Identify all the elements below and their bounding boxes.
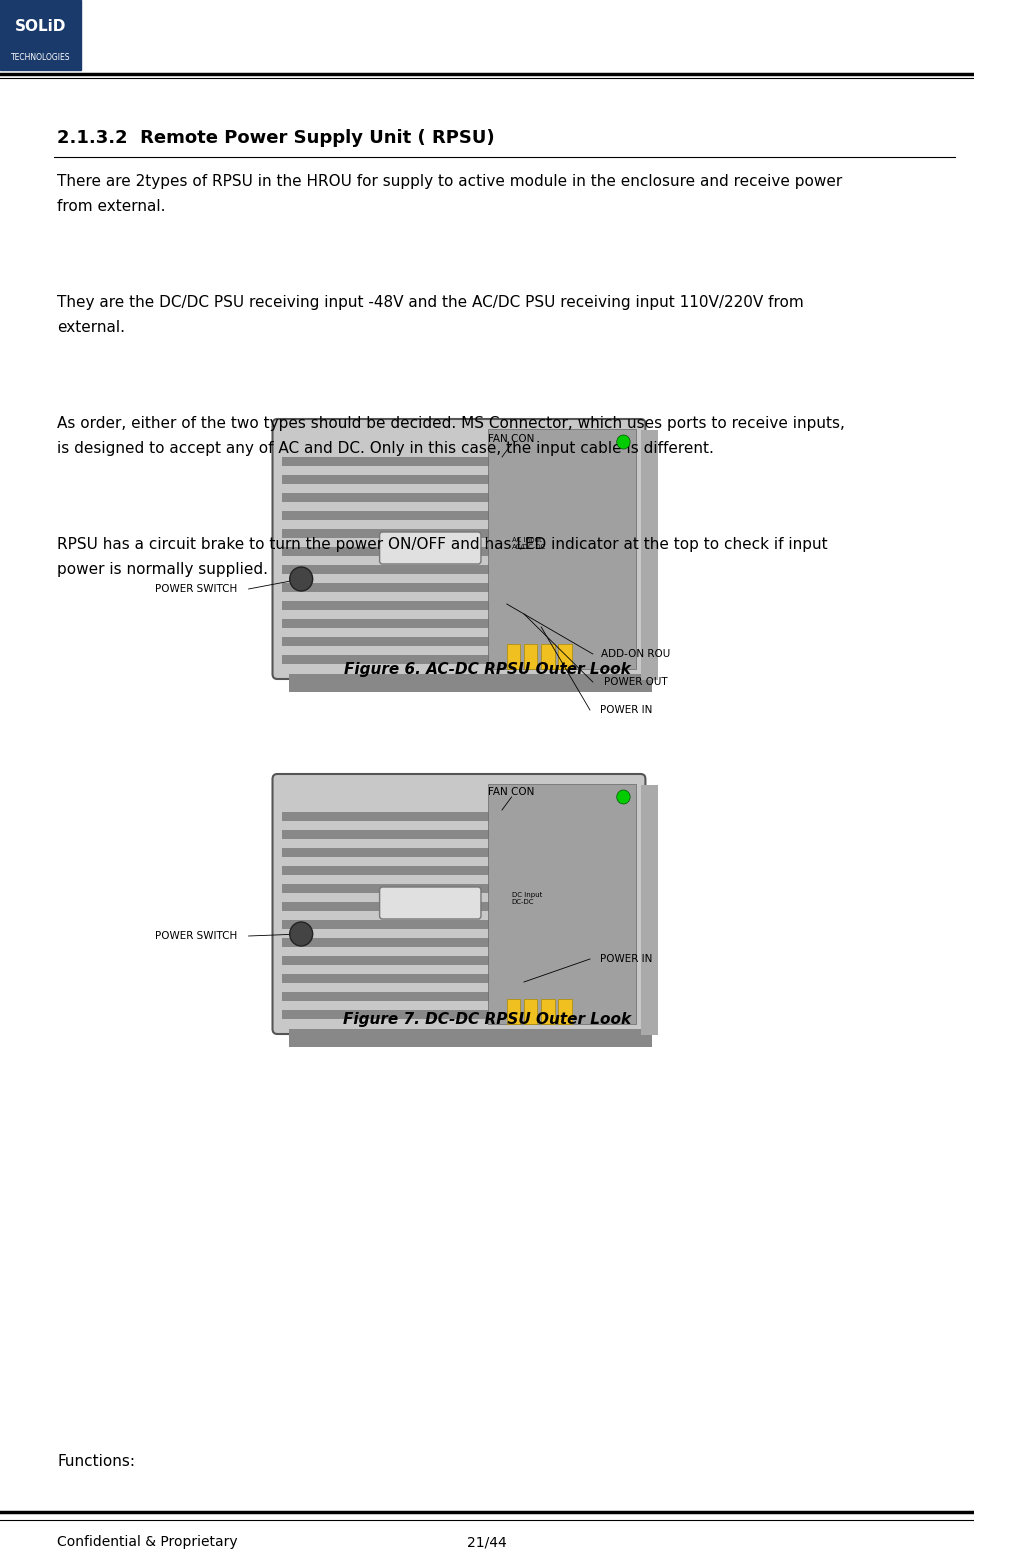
Bar [641,430,658,680]
Bar [524,999,537,1024]
Bar [282,830,492,838]
Bar [288,674,652,691]
Text: Functions:: Functions: [57,1455,136,1469]
Bar [282,583,492,593]
Bar [282,902,492,910]
Text: RPSU has a circuit brake to turn the power ON/OFF and has LED indicator at the t: RPSU has a circuit brake to turn the pow… [57,536,828,577]
Text: POWER OUT: POWER OUT [604,677,667,687]
Bar [524,644,537,669]
Bar [282,493,492,502]
Bar [282,619,492,629]
Bar [282,457,492,466]
FancyBboxPatch shape [272,774,645,1034]
FancyBboxPatch shape [380,887,481,920]
Bar [558,644,572,669]
Text: AC Input
AC/DC-DC: AC Input AC/DC-DC [512,538,546,551]
Text: SOLiD: SOLiD [15,19,66,34]
Bar [282,511,492,519]
Bar [282,565,492,574]
Text: POWER SWITCH: POWER SWITCH [155,931,237,942]
Circle shape [289,568,313,591]
Bar [282,992,492,1001]
Circle shape [616,790,630,804]
Text: POWER IN: POWER IN [600,954,652,963]
Text: TECHNOLOGIES: TECHNOLOGIES [11,53,70,63]
Text: As order, either of the two types should be decided. MS Connector, which uses po: As order, either of the two types should… [57,416,845,455]
Bar [488,429,636,669]
Text: 21/44: 21/44 [468,1534,507,1548]
Text: FAN CON: FAN CON [488,787,535,798]
Text: FAN CON: FAN CON [488,433,535,444]
Bar [282,475,492,483]
Text: Confidential & Proprietary: Confidential & Proprietary [57,1534,238,1548]
Text: DC Input
DC-DC: DC Input DC-DC [512,893,542,906]
Text: There are 2types of RPSU in the HROU for supply to active module in the enclosur: There are 2types of RPSU in the HROU for… [57,174,843,214]
Text: Figure 7. DC-DC RPSU Outer Look: Figure 7. DC-DC RPSU Outer Look [343,1012,631,1028]
Bar [282,529,492,538]
Bar [282,884,492,893]
Text: ADD-ON ROU: ADD-ON ROU [601,649,671,658]
Bar [282,1010,492,1020]
Bar [282,920,492,929]
Bar [282,866,492,874]
Bar [282,655,492,665]
Text: POWER IN: POWER IN [600,705,652,715]
Bar [288,1029,652,1046]
Text: POWER SWITCH: POWER SWITCH [155,583,237,594]
FancyBboxPatch shape [272,419,645,679]
Bar [0,0,82,70]
Bar [558,999,572,1024]
Bar [506,644,520,669]
Bar [282,601,492,610]
Text: Figure 6. AC-DC RPSU Outer Look: Figure 6. AC-DC RPSU Outer Look [343,662,631,677]
Circle shape [289,923,313,946]
Bar [488,784,636,1024]
Bar [541,999,554,1024]
Bar [282,637,492,646]
FancyBboxPatch shape [380,532,481,565]
Text: 2.1.3.2  Remote Power Supply Unit ( RPSU): 2.1.3.2 Remote Power Supply Unit ( RPSU) [57,128,495,147]
Bar [282,547,492,555]
Bar [282,812,492,821]
Bar [641,785,658,1035]
Bar [282,956,492,965]
Text: They are the DC/DC PSU receiving input -48V and the AC/DC PSU receiving input 11: They are the DC/DC PSU receiving input -… [57,296,804,335]
Bar [541,644,554,669]
Circle shape [616,435,630,449]
Bar [282,848,492,857]
Bar [282,938,492,946]
Bar [282,974,492,984]
Bar [506,999,520,1024]
